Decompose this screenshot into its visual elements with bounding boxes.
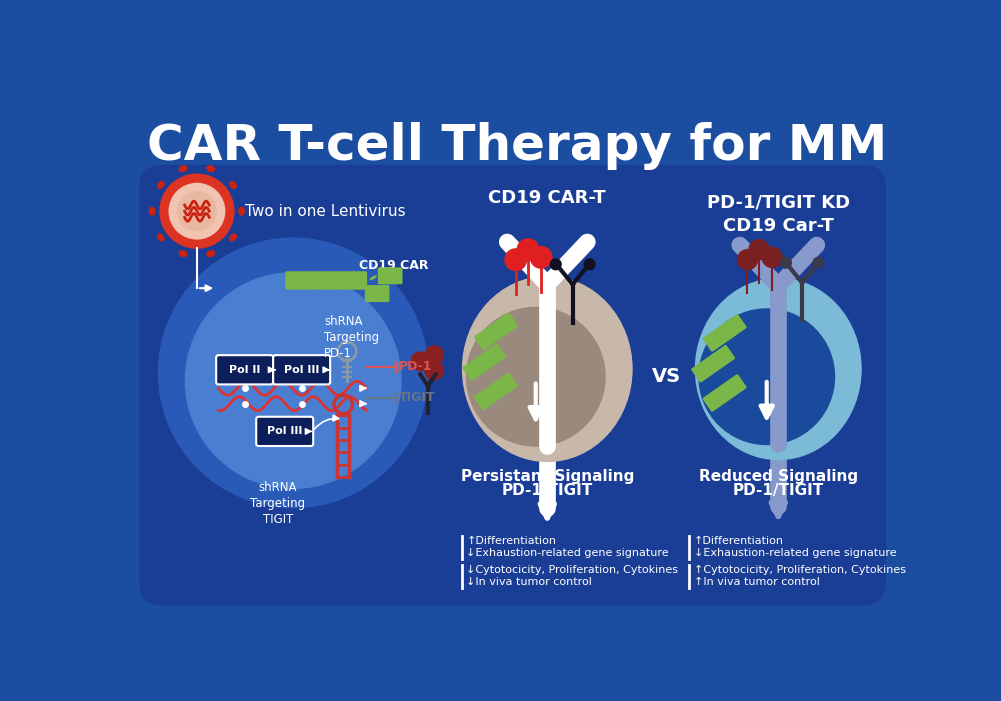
Text: ↑Cytotocicity, Proliferation, Cytokines: ↑Cytotocicity, Proliferation, Cytokines: [694, 566, 906, 576]
Text: ↑In viva tumor control: ↑In viva tumor control: [694, 577, 820, 587]
FancyBboxPatch shape: [273, 355, 330, 384]
Text: PD-1/TIGIT KD
CD19 Car-T: PD-1/TIGIT KD CD19 Car-T: [707, 193, 850, 235]
FancyBboxPatch shape: [285, 271, 313, 290]
FancyBboxPatch shape: [703, 374, 747, 411]
Circle shape: [813, 257, 824, 268]
Text: Two in one Lentivirus: Two in one Lentivirus: [244, 204, 405, 219]
Circle shape: [169, 184, 224, 239]
Text: Pol III: Pol III: [284, 365, 319, 375]
Circle shape: [518, 239, 539, 261]
Ellipse shape: [179, 251, 187, 257]
FancyBboxPatch shape: [364, 285, 389, 302]
Text: Reduced Signaling: Reduced Signaling: [699, 470, 858, 484]
Circle shape: [185, 273, 401, 489]
Text: PD-1/TIGIT: PD-1/TIGIT: [733, 483, 824, 498]
FancyBboxPatch shape: [339, 271, 367, 290]
Circle shape: [505, 249, 527, 271]
Text: shRNA
Targeting
TIGIT: shRNA Targeting TIGIT: [250, 481, 305, 526]
Ellipse shape: [179, 166, 187, 172]
Circle shape: [158, 238, 428, 508]
FancyBboxPatch shape: [378, 267, 402, 285]
Text: PD-1/TIGIT: PD-1/TIGIT: [502, 483, 593, 498]
Circle shape: [762, 247, 782, 267]
FancyBboxPatch shape: [462, 343, 507, 381]
Circle shape: [411, 352, 429, 371]
Ellipse shape: [207, 166, 214, 172]
Text: PD-1: PD-1: [398, 360, 432, 373]
Ellipse shape: [696, 278, 861, 459]
FancyBboxPatch shape: [473, 373, 518, 410]
Ellipse shape: [462, 277, 632, 461]
Text: ↓Exhaustion-related gene signature: ↓Exhaustion-related gene signature: [694, 547, 896, 558]
Text: Pol II: Pol II: [229, 365, 260, 375]
FancyBboxPatch shape: [256, 417, 313, 446]
Ellipse shape: [149, 207, 155, 215]
Circle shape: [466, 308, 605, 446]
Text: ↑Differentiation: ↑Differentiation: [694, 536, 784, 546]
Text: CAR T-cell Therapy for MM: CAR T-cell Therapy for MM: [147, 122, 887, 170]
Text: shRNA
Targeting
PD-1: shRNA Targeting PD-1: [324, 315, 379, 360]
Circle shape: [178, 192, 216, 231]
Ellipse shape: [157, 182, 164, 189]
FancyBboxPatch shape: [139, 165, 886, 606]
Circle shape: [585, 259, 595, 270]
Circle shape: [424, 361, 443, 380]
Circle shape: [424, 346, 443, 365]
Text: CD19 CAR: CD19 CAR: [358, 259, 428, 271]
Text: CD19 CAR-T: CD19 CAR-T: [488, 189, 606, 207]
Ellipse shape: [157, 234, 164, 241]
Text: VS: VS: [652, 367, 682, 386]
Text: TIGIT: TIGIT: [398, 391, 435, 404]
FancyBboxPatch shape: [691, 345, 735, 383]
Circle shape: [699, 309, 835, 444]
Ellipse shape: [207, 251, 214, 257]
Text: ↓In viva tumor control: ↓In viva tumor control: [466, 577, 593, 587]
Circle shape: [738, 250, 758, 270]
Circle shape: [551, 259, 562, 270]
Circle shape: [160, 175, 234, 248]
Ellipse shape: [230, 182, 236, 189]
Text: ↓Cytotocicity, Proliferation, Cytokines: ↓Cytotocicity, Proliferation, Cytokines: [466, 566, 679, 576]
FancyBboxPatch shape: [703, 314, 747, 352]
FancyBboxPatch shape: [312, 271, 340, 290]
Circle shape: [749, 240, 769, 259]
Circle shape: [531, 247, 552, 268]
FancyBboxPatch shape: [473, 313, 518, 350]
Text: Persistant Signaling: Persistant Signaling: [460, 470, 634, 484]
Text: ↑Differentiation: ↑Differentiation: [466, 536, 557, 546]
Ellipse shape: [230, 234, 236, 241]
Text: Pol III: Pol III: [267, 426, 302, 437]
FancyBboxPatch shape: [216, 355, 273, 384]
Ellipse shape: [239, 207, 244, 215]
Text: ↓Exhaustion-related gene signature: ↓Exhaustion-related gene signature: [466, 547, 669, 558]
Circle shape: [781, 257, 792, 268]
